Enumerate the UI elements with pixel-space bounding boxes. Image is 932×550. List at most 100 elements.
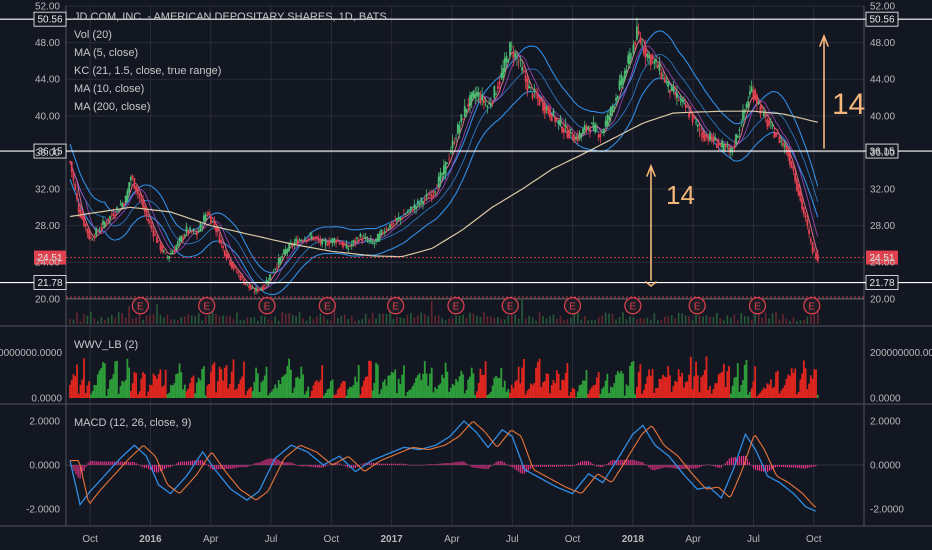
- main-pane[interactable]: [66, 6, 864, 324]
- wwv-bar: [676, 381, 678, 398]
- macd-hist-bar: [782, 465, 785, 468]
- candle-body: [702, 132, 704, 139]
- macd-hist-bar: [214, 465, 216, 470]
- macd-hist-bar: [644, 463, 646, 465]
- candle-body: [547, 105, 550, 114]
- volume-bar: [236, 312, 238, 324]
- wwv-bar: [761, 390, 764, 398]
- indicator-ma5[interactable]: MA (5, close): [74, 47, 138, 59]
- wwv-bar: [143, 373, 146, 398]
- macd-title[interactable]: MACD (12, 26, close, 9): [74, 417, 191, 429]
- wwv-bar: [255, 367, 257, 398]
- wwv-bar: [634, 394, 637, 398]
- wwv-bar: [602, 386, 605, 398]
- wwv-bar: [782, 387, 784, 398]
- candle-body: [682, 100, 685, 102]
- candle-body: [580, 133, 583, 137]
- wwv-bar: [547, 374, 550, 398]
- macd-hist-bar: [294, 464, 296, 465]
- candle-body: [441, 173, 444, 176]
- wwv-bar: [742, 380, 744, 398]
- macd-hist-bar: [521, 465, 523, 474]
- wwv-bar: [74, 376, 77, 398]
- candle-body: [117, 210, 120, 212]
- wwv-bar: [453, 385, 456, 398]
- candle-body: [429, 193, 431, 196]
- candle-body: [340, 243, 343, 245]
- wwv-bar: [350, 387, 353, 398]
- wwv-title[interactable]: WWV_LB (2): [74, 339, 138, 351]
- wwv-bar: [801, 373, 804, 398]
- macd-hist-bar: [682, 465, 684, 469]
- candle-body: [500, 72, 503, 78]
- kc-middle-line: [69, 53, 819, 285]
- wwv-bar: [533, 382, 536, 398]
- candle-body: [768, 120, 770, 126]
- indicator-kc[interactable]: KC (21, 1.5, close, true range): [74, 65, 221, 77]
- volume-bar: [281, 312, 283, 324]
- wwv-bar: [303, 394, 306, 398]
- volume-bar: [629, 316, 631, 324]
- indicator-ma10[interactable]: MA (10, close): [74, 83, 144, 95]
- wwv-bar: [522, 358, 525, 398]
- candle-body: [663, 77, 666, 83]
- wwv-bar: [601, 388, 604, 398]
- macd-hist-bar: [157, 465, 160, 473]
- candle-body: [590, 122, 593, 124]
- wwv-bar: [549, 393, 551, 398]
- wwv-bar: [557, 374, 560, 398]
- wwv-bar: [389, 375, 391, 398]
- candle-body: [136, 189, 139, 194]
- volume-bar: [396, 316, 398, 324]
- wwv-bar: [352, 384, 355, 398]
- macd-hist-bar: [632, 459, 634, 465]
- candle-body: [317, 238, 320, 241]
- wwv-bar: [580, 384, 583, 398]
- indicator-ma200[interactable]: MA (200, close): [74, 101, 150, 113]
- wwv-bar: [689, 356, 692, 398]
- wwv-bar: [700, 377, 703, 398]
- volume-bar: [597, 316, 600, 324]
- candle-body: [489, 103, 492, 107]
- macd-hist-bar: [766, 465, 769, 472]
- macd-hist-bar: [706, 464, 708, 466]
- candle-body: [423, 198, 426, 200]
- candle-body: [794, 172, 797, 182]
- x-tick-label: Jul: [506, 534, 519, 545]
- macd-hist-bar: [495, 461, 497, 465]
- macd-hist-bar: [573, 465, 576, 466]
- candle-body: [559, 119, 562, 126]
- candle-body: [676, 92, 678, 98]
- macd-hist-bar: [592, 463, 594, 465]
- macd-hist-bar: [672, 465, 674, 469]
- indicator-vol[interactable]: Vol (20): [74, 29, 112, 41]
- x-tick-label: Oct: [806, 534, 822, 545]
- macd-hist-bar: [334, 463, 336, 465]
- candle-body: [754, 89, 757, 101]
- earnings-marker: [748, 297, 767, 315]
- macd-hist-bar: [539, 465, 541, 467]
- wwv-bar: [672, 386, 675, 398]
- wwv-bar: [451, 383, 454, 398]
- wwv-bar: [150, 385, 153, 398]
- candle-body: [70, 161, 73, 173]
- wwv-bar: [218, 366, 221, 398]
- wwv-bar: [109, 379, 111, 398]
- macd-hist-bar: [370, 462, 373, 465]
- volume-bar: [691, 320, 694, 324]
- macd-hist-bar: [590, 462, 592, 465]
- volume-bar: [639, 317, 642, 324]
- candle-body: [371, 242, 374, 244]
- volume-bar: [723, 320, 725, 324]
- wwv-bar: [449, 387, 452, 398]
- wwv-bar: [390, 371, 393, 398]
- volume-bar: [503, 319, 506, 324]
- macd-hist-bar: [680, 465, 682, 469]
- earnings-marker-label: E: [808, 301, 815, 312]
- candle-body: [183, 234, 186, 237]
- macd-hist-bar: [417, 465, 419, 466]
- candle-body: [465, 108, 468, 113]
- candle-body: [314, 237, 317, 239]
